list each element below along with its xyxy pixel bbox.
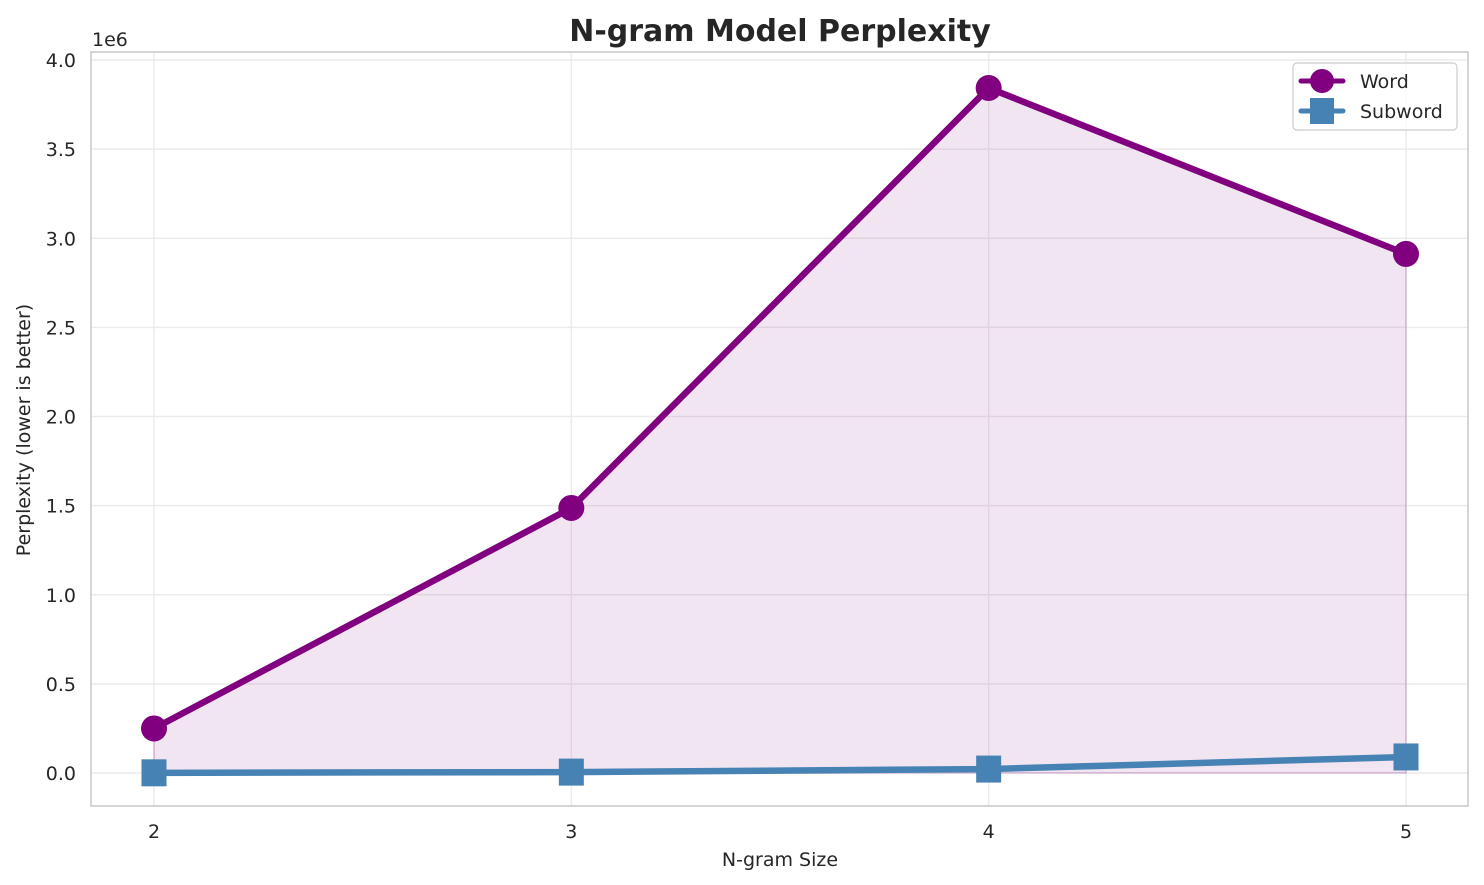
legend: Word Subword bbox=[1292, 62, 1458, 131]
fill-between-area bbox=[153, 86, 1407, 774]
y-tick-label: 1.5 bbox=[46, 496, 76, 518]
x-tick-label: 5 bbox=[1400, 821, 1412, 843]
word-fill-area bbox=[153, 86, 1407, 774]
square-marker-icon bbox=[1310, 98, 1334, 124]
x-tick-label: 2 bbox=[148, 821, 160, 843]
y-tick-label: 4.0 bbox=[46, 50, 76, 72]
x-tick-label: 3 bbox=[565, 821, 577, 843]
y-tick-label: 0.5 bbox=[46, 674, 76, 696]
y-tick-label: 2.5 bbox=[46, 317, 76, 339]
y-tick-label: 3.0 bbox=[46, 228, 76, 250]
subword-series-line bbox=[150, 753, 1410, 777]
y-tick-label: 1.0 bbox=[46, 585, 76, 607]
y-tick-label: 0.0 bbox=[46, 763, 76, 785]
y-tick-label: 2.0 bbox=[46, 407, 76, 429]
data-point-circle bbox=[1393, 240, 1419, 267]
legend-label-word: Word bbox=[1360, 71, 1409, 93]
series-lines bbox=[141, 74, 1419, 787]
legend-item-word: Word bbox=[1298, 69, 1409, 93]
data-point-square bbox=[141, 759, 167, 787]
data-point-circle bbox=[141, 715, 167, 742]
y-axis-label: Perplexity (lower is better) bbox=[13, 304, 35, 556]
legend-item-subword: Subword bbox=[1298, 98, 1443, 124]
circle-marker-icon bbox=[1310, 69, 1334, 93]
x-axis-label: N-gram Size bbox=[722, 849, 838, 871]
plot-frame bbox=[90, 51, 1469, 807]
x-axis-ticks: 2 3 4 5 bbox=[148, 821, 1412, 843]
y-axis-ticks: 0.0 0.5 1.0 1.5 2.0 2.5 3.0 3.5 4.0 bbox=[46, 50, 76, 785]
data-point-square bbox=[976, 755, 1002, 783]
data-point-circle bbox=[975, 74, 1002, 101]
data-point-square bbox=[558, 758, 584, 786]
y-offset-label: 1e6 bbox=[92, 29, 128, 51]
data-point-circle bbox=[558, 494, 585, 521]
word-series-line bbox=[150, 84, 1410, 732]
x-tick-label: 4 bbox=[983, 821, 995, 843]
chart-title: N-gram Model Perplexity bbox=[569, 14, 991, 49]
grid-lines bbox=[91, 52, 1468, 806]
y-tick-label: 3.5 bbox=[46, 139, 76, 161]
data-point-square bbox=[1393, 743, 1419, 771]
legend-label-subword: Subword bbox=[1360, 101, 1443, 123]
